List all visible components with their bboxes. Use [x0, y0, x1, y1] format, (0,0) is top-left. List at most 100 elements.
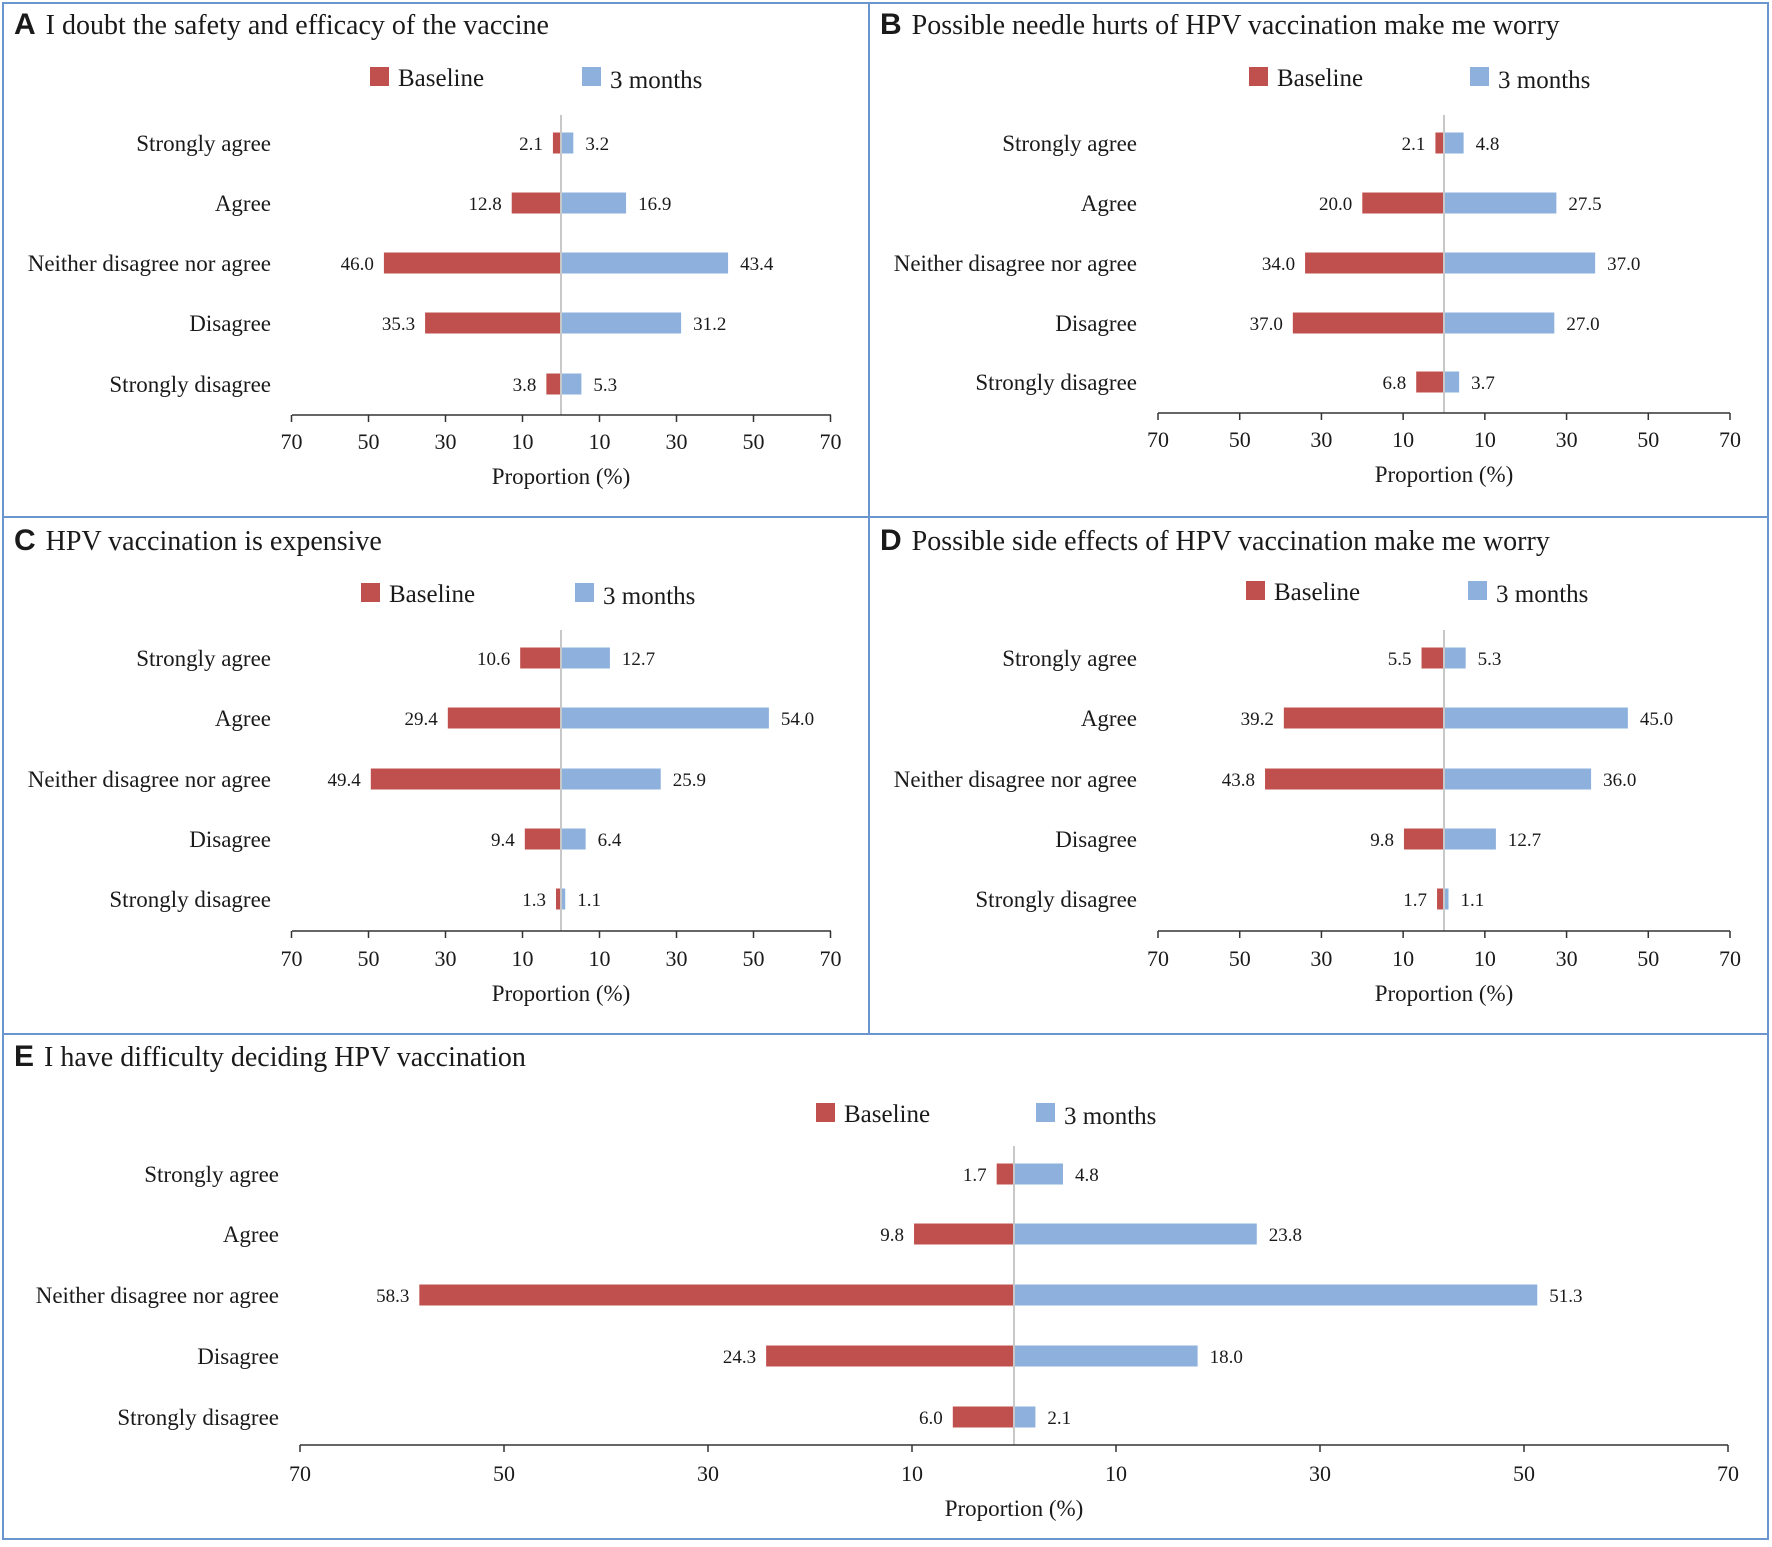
panel-a: A I doubt the safety and efficacy of the …	[14, 8, 842, 489]
data-label-3-months: 25.9	[673, 770, 706, 791]
x-axis-title: Proportion (%)	[1375, 462, 1514, 487]
category-label: Agree	[223, 1222, 279, 1247]
x-tick-label: 50	[743, 946, 765, 971]
bar-baseline	[546, 373, 561, 395]
bar-baseline	[1283, 707, 1444, 729]
bar-3-months	[561, 888, 566, 910]
data-label-baseline: 2.1	[519, 134, 543, 155]
data-label-baseline: 46.0	[341, 254, 374, 275]
bar-3-months	[1444, 768, 1592, 790]
data-label-baseline: 3.8	[513, 375, 537, 396]
x-tick-label: 70	[289, 1461, 311, 1486]
panel-title-b: B Possible needle hurts of HPV vaccinatio…	[880, 8, 1560, 41]
category-label: Agree	[215, 706, 271, 731]
x-tick-label: 50	[1637, 427, 1659, 452]
bar-3-months	[561, 192, 627, 214]
bar-baseline	[914, 1223, 1014, 1245]
x-tick-label: 30	[1556, 427, 1578, 452]
data-label-baseline: 10.6	[477, 649, 510, 670]
data-label-3-months: 36.0	[1603, 770, 1636, 791]
x-tick-label: 10	[1392, 946, 1414, 971]
category-label: Strongly disagree	[109, 887, 271, 912]
x-tick-label: 30	[1556, 946, 1578, 971]
bar-3-months	[561, 828, 586, 850]
x-axis-title: Proportion (%)	[945, 1496, 1084, 1521]
x-tick-label: 10	[512, 946, 534, 971]
bar-3-months	[1014, 1223, 1257, 1245]
data-label-3-months: 5.3	[1478, 649, 1502, 670]
data-label-baseline: 49.4	[328, 770, 362, 791]
x-tick-label: 70	[1147, 427, 1169, 452]
panel-title-d: D Possible side effects of HPV vaccinatio…	[880, 524, 1550, 557]
x-tick-label: 30	[435, 946, 457, 971]
x-tick-label: 10	[901, 1461, 923, 1486]
panel-c: C HPV vaccination is expensive Baseline 3 m…	[14, 524, 842, 1006]
x-tick-label: 70	[820, 946, 842, 971]
x-tick-label: 30	[1309, 1461, 1331, 1486]
bar-baseline	[1292, 312, 1444, 334]
category-label: Strongly disagree	[975, 370, 1137, 395]
data-label-baseline: 37.0	[1250, 314, 1283, 335]
x-tick-label: 10	[589, 946, 611, 971]
x-tick-label: 70	[1719, 946, 1741, 971]
data-label-3-months: 4.8	[1075, 1165, 1099, 1186]
x-axis-title: Proportion (%)	[492, 464, 631, 489]
bar-baseline	[1362, 192, 1444, 214]
bar-3-months	[1444, 828, 1496, 850]
category-label: Neither disagree nor agree	[28, 767, 271, 792]
data-label-3-months: 3.2	[585, 134, 609, 155]
data-label-baseline: 35.3	[382, 314, 415, 335]
data-label-3-months: 6.4	[598, 830, 622, 851]
data-label-baseline: 1.3	[522, 890, 546, 911]
panel-title-text: Possible side effects of HPV vaccination…	[912, 526, 1550, 557]
category-label: Disagree	[197, 1344, 279, 1369]
x-tick-label: 50	[1229, 946, 1251, 971]
bar-3-months	[1444, 252, 1596, 274]
category-label: Strongly disagree	[117, 1405, 279, 1430]
data-label-baseline: 2.1	[1402, 134, 1426, 155]
data-label-3-months: 45.0	[1640, 709, 1673, 730]
data-label-baseline: 58.3	[376, 1286, 409, 1307]
data-label-baseline: 43.8	[1222, 770, 1255, 791]
bar-3-months	[1444, 132, 1464, 154]
x-tick-label: 30	[666, 946, 688, 971]
data-label-baseline: 1.7	[1403, 890, 1427, 911]
category-label: Neither disagree nor agree	[36, 1283, 279, 1308]
bar-baseline	[1305, 252, 1444, 274]
bar-baseline	[952, 1406, 1014, 1428]
data-label-baseline: 29.4	[405, 709, 439, 730]
data-label-3-months: 54.0	[781, 709, 814, 730]
x-tick-label: 70	[1147, 946, 1169, 971]
category-label: Disagree	[1055, 311, 1137, 336]
legend-swatch-3-months	[582, 67, 601, 86]
legend-swatch-3-months	[1036, 1103, 1055, 1122]
bar-baseline	[996, 1163, 1014, 1185]
bar-baseline	[370, 768, 561, 790]
data-label-3-months: 18.0	[1210, 1347, 1243, 1368]
bar-baseline	[419, 1284, 1015, 1306]
x-tick-label: 30	[1310, 427, 1332, 452]
panel-letter: E	[14, 1040, 34, 1073]
category-label: Agree	[1081, 706, 1137, 731]
category-label: Strongly agree	[1002, 646, 1137, 671]
panel-title-text: HPV vaccination is expensive	[46, 526, 382, 557]
data-label-baseline: 1.7	[963, 1165, 987, 1186]
bar-3-months	[1014, 1284, 1538, 1306]
category-label: Strongly agree	[136, 646, 271, 671]
data-label-3-months: 27.0	[1566, 314, 1599, 335]
x-tick-label: 10	[1392, 427, 1414, 452]
x-tick-label: 10	[1474, 427, 1496, 452]
x-tick-label: 50	[493, 1461, 515, 1486]
bar-baseline	[425, 312, 561, 334]
data-label-baseline: 34.0	[1262, 254, 1295, 275]
category-label: Neither disagree nor agree	[28, 251, 271, 276]
bar-baseline	[555, 888, 561, 910]
legend-swatch-baseline	[816, 1103, 835, 1122]
bar-baseline	[1437, 888, 1444, 910]
legend-label-3-months: 3 months	[603, 583, 695, 610]
panel-letter: C	[14, 524, 36, 557]
bar-3-months	[1444, 371, 1460, 393]
legend-label-baseline: Baseline	[1277, 65, 1363, 92]
